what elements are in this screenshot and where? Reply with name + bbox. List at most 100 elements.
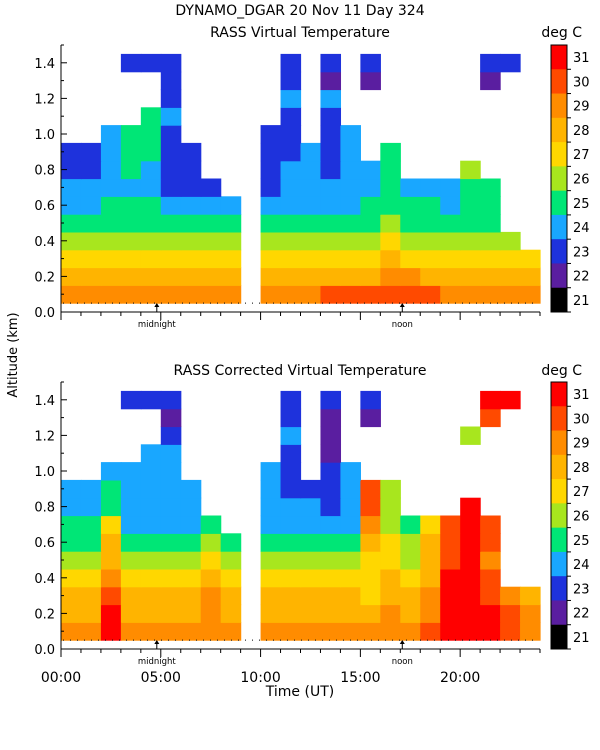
y-tick-label: 0.0 [34,643,55,658]
heatmap-cell [200,568,222,588]
heatmap-cell [520,285,541,304]
heatmap-cell [260,604,282,623]
heatmap-cell [80,551,102,570]
heatmap-cell [220,622,242,641]
heatmap-cell [460,515,481,534]
heatmap-cell [440,196,461,215]
heatmap-cell [220,196,242,215]
heatmap-cell [340,604,361,623]
heatmap-cell [180,249,202,269]
heatmap-cell [280,231,302,251]
heatmap-cell [320,89,342,108]
heatmap-cell [380,178,401,197]
heatmap-cell [140,142,162,162]
heatmap-cell [200,604,222,623]
heatmap-cell [120,142,142,162]
heatmap-cell [440,515,461,534]
heatmap-cell [380,142,401,162]
colorbar-label: 28 [573,461,590,476]
colorbar-swatch [551,454,567,480]
heatmap-cell [260,533,282,552]
heatmap-cell [420,249,441,269]
heatmap-cell [300,551,322,570]
colorbar-frame [550,381,568,650]
heatmap-cell [300,142,322,162]
colorbar-swatch [551,576,567,601]
heatmap-cell [200,196,222,215]
heatmap-cell [180,178,202,197]
heatmap-cell [360,160,381,180]
colorbar-label: 28 [573,124,590,139]
heatmap-cell [420,285,441,304]
heatmap-cell [380,533,401,552]
colorbar-label: 29 [573,100,590,115]
heatmap-cell [160,533,182,552]
heatmap-cell [480,408,501,428]
heatmap-cell [80,142,102,162]
heatmap-cell [500,390,521,410]
heatmap-cell [360,71,381,91]
heatmap-cell [280,214,302,233]
heatmap-cell [120,160,142,180]
heatmap-cell [61,604,82,623]
heatmap-cell [400,533,421,552]
heatmap-cell [300,249,322,269]
heatmap-cell [80,622,102,641]
heatmap-cell [180,267,202,286]
heatmap-cell [480,622,501,641]
heatmap-cell [360,515,381,534]
heatmap-cell [340,568,361,588]
heatmap-cell [280,515,302,534]
heatmap-cell [200,586,222,606]
heatmap-cell [320,586,342,606]
heatmap-cell [180,515,202,534]
heatmap-cell [180,497,202,517]
heatmap-cell [340,231,361,251]
heatmap-cell [160,568,182,588]
heatmap-cell [300,231,322,251]
heatmap-cell [440,231,461,251]
heatmap-cell [320,604,342,623]
heatmap-cell [420,586,441,606]
heatmap-cell [320,285,342,304]
y-tick-label: 0.0 [34,306,55,321]
heatmap-cell [340,515,361,534]
heatmap-cell [220,285,242,304]
y-tick-label: 1.2 [34,92,55,107]
noon-label: noon [392,320,413,330]
heatmap-cell [200,178,222,197]
heatmap-cell [380,622,401,641]
heatmap-cell [200,622,222,641]
heatmap-cell [100,160,122,180]
heatmap-cell [160,285,182,304]
heatmap-cell [140,267,162,286]
colorbar-swatch [551,190,567,216]
heatmap-cell [420,533,441,552]
heatmap-cell [480,231,501,251]
heatmap-cell [180,160,202,180]
heatmap-cell [100,249,122,269]
heatmap-cell [320,125,342,144]
heatmap-cell [440,622,461,641]
heatmap-cell [420,231,441,251]
heatmap-cell [480,390,501,410]
heatmap-cell [160,462,182,481]
x-tick-label: 10:00 [240,670,280,686]
heatmap-cell [140,462,162,481]
heatmap-cell [380,196,401,215]
heatmap-cell [360,497,381,517]
heatmap-cell [260,196,282,215]
heatmap-cell [120,497,142,517]
heatmap-cell [320,214,342,233]
heatmap-cell [460,160,481,180]
heatmap-cell [80,479,102,499]
heatmap-cell [160,125,182,144]
heatmap-cell [480,178,501,197]
heatmap-cell [140,497,162,517]
heatmap-cell [100,267,122,286]
heatmap-cell [500,267,521,286]
heatmap-cell [260,622,282,641]
heatmap-cell [120,178,142,197]
x-tick-label: 15:00 [340,670,380,686]
heatmap-cell [400,551,421,570]
